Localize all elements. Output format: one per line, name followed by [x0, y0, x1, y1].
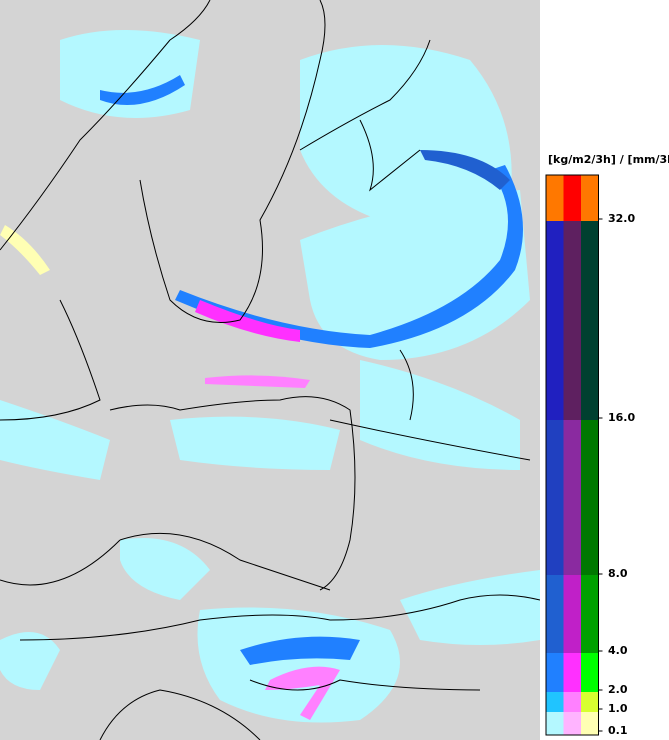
legend-tick-label: 16.0 — [608, 411, 635, 424]
legend-swatch — [581, 175, 599, 221]
precipitation-band — [0, 75, 523, 720]
legend-swatch — [581, 575, 599, 653]
legend-tick-label: 8.0 — [608, 567, 628, 580]
legend-swatch — [563, 653, 582, 692]
legend-unit: [kg/m2/3h] / [mm/3h] — [548, 153, 669, 166]
legend-swatch — [581, 712, 599, 735]
legend-swatch — [581, 221, 599, 420]
legend-frame — [545, 174, 599, 736]
legend-swatch — [563, 420, 582, 575]
legend-swatch — [563, 692, 582, 712]
legend-swatch — [546, 692, 564, 712]
legend-swatch — [581, 653, 599, 692]
legend-swatch — [546, 712, 564, 735]
legend-swatch — [546, 420, 564, 575]
borders — [0, 0, 541, 740]
legend-swatch — [563, 575, 582, 653]
legend-swatch — [563, 221, 582, 420]
legend-swatch — [563, 712, 582, 735]
legend-tick-label: 32.0 — [608, 212, 635, 225]
legend-tick-label: 0.1 — [608, 724, 628, 737]
legend-tick-label: 2.0 — [608, 683, 628, 696]
legend-swatch — [546, 653, 564, 692]
legend-tick-label: 4.0 — [608, 644, 628, 657]
legend-swatch — [581, 692, 599, 712]
precipitation-light — [0, 30, 540, 723]
legend-swatch — [563, 175, 582, 221]
legend-swatch — [546, 221, 564, 420]
legend-swatch — [546, 175, 564, 221]
legend-tick-label: 1.0 — [608, 702, 628, 715]
legend-swatch — [546, 575, 564, 653]
legend-swatch — [581, 420, 599, 575]
